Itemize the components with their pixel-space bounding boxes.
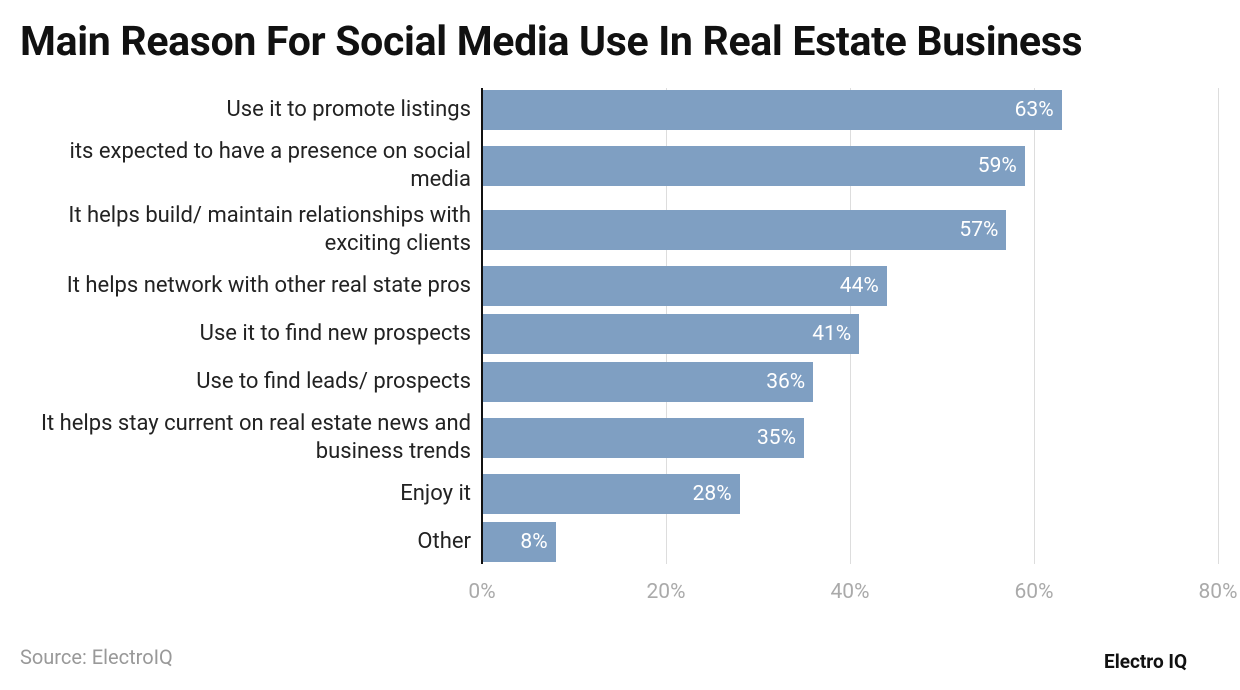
bar: 44% <box>482 266 887 306</box>
y-tick-label: Use to find leads/ prospects <box>196 369 471 394</box>
x-tick-label: 0% <box>468 580 496 604</box>
bar-row: Use it to promote listings 63% <box>0 90 1240 130</box>
chart-title: Main Reason For Social Media Use In Real… <box>20 18 1083 66</box>
value-label: 36% <box>766 370 806 394</box>
value-label: 28% <box>692 482 732 506</box>
value-label: 35% <box>757 426 796 450</box>
source: Source: ElectroIQ <box>20 645 173 669</box>
y-tick-label: its expected to have a presence on socia… <box>69 139 472 192</box>
bar-row: It helps build/ maintain relationships w… <box>0 202 1240 258</box>
value-label: 41% <box>812 322 852 346</box>
brand-logo: Electro IQ <box>1104 650 1188 673</box>
x-tick-label: 20% <box>646 580 686 604</box>
bar-row: It helps network with other real state p… <box>0 266 1240 306</box>
y-tick-label: Use it to find new prospects <box>199 321 471 346</box>
y-tick-label: Enjoy it <box>400 481 471 506</box>
y-axis-line <box>481 88 483 564</box>
bar: 63% <box>482 90 1062 130</box>
bar: 36% <box>482 362 814 402</box>
grid-line <box>1034 88 1035 564</box>
y-tick-label: Use it to promote listings <box>226 97 472 122</box>
value-label: 57% <box>959 218 999 242</box>
y-tick-label: It helps network with other real state p… <box>66 273 471 298</box>
bar: 41% <box>482 314 860 354</box>
bar: 57% <box>482 210 1007 250</box>
bar-row: Enjoy it 28% <box>0 474 1240 514</box>
bar-row: its expected to have a presence on socia… <box>0 138 1240 194</box>
x-tick-label: 60% <box>1014 580 1054 604</box>
bar-row: Use to find leads/ prospects 36% <box>0 362 1240 402</box>
plot-rows: Use it to promote listings 63% its expecte… <box>0 90 1240 570</box>
bar: 8% <box>482 522 556 562</box>
y-tick-label: It helps build/ maintain relationships w… <box>68 203 471 256</box>
value-label: 44% <box>839 274 879 298</box>
bar-row: Other 8% <box>0 522 1240 562</box>
bar-row: Use it to find new prospects 41% <box>0 314 1240 354</box>
y-tick-label: It helps stay current on real estate new… <box>40 411 471 464</box>
bar-row: It helps stay current on real estate new… <box>0 410 1240 466</box>
bar: 59% <box>482 146 1025 186</box>
x-tick-label: 80% <box>1198 580 1238 604</box>
value-label: 59% <box>977 154 1017 178</box>
bar: 35% <box>482 418 804 458</box>
grid-line <box>1218 88 1219 564</box>
y-tick-label: Other <box>417 529 471 554</box>
bar: 28% <box>482 474 740 514</box>
value-label: 8% <box>520 530 548 554</box>
value-label: 63% <box>1014 98 1054 122</box>
x-tick-label: 40% <box>830 580 870 604</box>
